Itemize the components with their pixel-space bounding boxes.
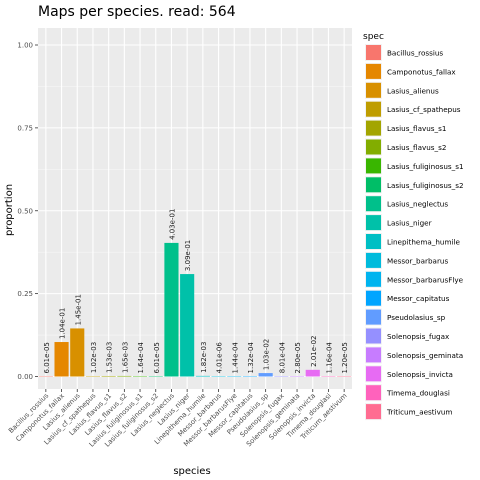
y-tick-label: 0.00: [17, 373, 33, 381]
legend-label: Lasius_neglectus: [387, 200, 448, 209]
data-label: 1.04e-01: [59, 308, 67, 339]
legend-swatch: [366, 290, 381, 306]
data-label: 4.01e-06: [216, 342, 224, 374]
legend-label: Lasius_fuliginosus_s1: [387, 162, 464, 171]
legend-label: Lasius_flavus_s1: [387, 124, 446, 133]
legend-swatch: [366, 252, 381, 268]
legend-swatch: [366, 234, 381, 249]
plot-panel: [38, 28, 352, 389]
legend-swatch: [366, 45, 381, 60]
bars: [38, 242, 352, 377]
legend-swatch: [366, 404, 381, 420]
legend-label: Messor_barbarusFlye: [387, 275, 464, 284]
legend-label: Timema_douglasi: [386, 389, 450, 398]
legend-swatch: [366, 158, 381, 174]
data-label: 4.03e-01: [168, 209, 176, 240]
data-label: 1.16e-04: [325, 342, 333, 374]
y-axis-label: proportion: [4, 184, 15, 236]
data-label: 1.45e-01: [74, 294, 82, 325]
data-label: 1.44e-04: [231, 342, 239, 374]
legend-swatch: [366, 385, 381, 401]
data-label: 3.09e-01: [184, 240, 192, 271]
legend-swatch: [366, 366, 381, 382]
legend-swatch: [366, 63, 381, 79]
legend-label: Solenopsis_invicta: [387, 370, 453, 379]
data-label: 1.32e-04: [247, 342, 255, 374]
data-label: 1.03e-02: [263, 339, 271, 370]
legend-label: Linepithema_humile: [387, 238, 460, 247]
legend-title: spec: [363, 32, 384, 42]
legend-label: Camponotus_fallax: [387, 67, 456, 76]
y-tick-label: 0.25: [17, 290, 33, 298]
y-tick-label: 0.75: [17, 124, 33, 132]
bar-Pseudolasius_sp: [258, 373, 273, 377]
data-label: 2.80e-05: [294, 342, 302, 373]
x-axis-label: species: [173, 466, 210, 477]
legend-swatch: [366, 177, 381, 193]
y-tick-label: 0.50: [17, 207, 33, 215]
legend-label: Lasius_alienus: [387, 86, 439, 95]
legend-swatch: [366, 215, 381, 231]
legend-label: Lasius_flavus_s2: [387, 143, 446, 152]
legend-swatch: [366, 271, 381, 287]
bar-Solenopsis_invicta: [305, 369, 320, 377]
data-label: 1.53e-03: [106, 342, 114, 373]
data-label: 2.01e-02: [310, 336, 318, 367]
legend-label: Solenopsis_geminata: [387, 351, 463, 360]
legend-label: Triticum_aestivum: [386, 408, 452, 417]
legend-label: Lasius_cf_spathepus: [387, 105, 461, 114]
bar-Lasius_niger: [180, 274, 195, 377]
legend-swatch: [366, 347, 381, 363]
legend-label: Bacillus_rossius: [387, 49, 443, 58]
data-label: 1.65e-03: [121, 342, 129, 373]
bar-Lasius_alienus: [70, 328, 85, 377]
bar-Camponotus_fallax: [54, 342, 69, 377]
bar-Lasius_neglectus: [164, 242, 179, 377]
legend-swatch: [366, 120, 381, 136]
legend-label: Lasius_niger: [387, 219, 432, 228]
data-label: 8.01e-04: [278, 341, 286, 373]
data-label: 6.01e-05: [43, 342, 51, 373]
legend-label: Messor_capitatus: [387, 294, 450, 303]
y-tick-label: 1.00: [17, 42, 33, 50]
legend-label: Solenopsis_fugax: [387, 332, 450, 341]
data-label: 1.02e-03: [90, 342, 98, 373]
bar-Lasius_flavus_s1: [101, 375, 116, 377]
data-label: 1.20e-05: [341, 342, 349, 373]
legend-label: Messor_barbarus: [387, 256, 448, 265]
data-label: 1.82e-03: [200, 342, 208, 373]
x-axis: Bacillus_rossiusCamponotus_fallaxLasius_…: [7, 389, 349, 449]
data-label: 1.64e-04: [137, 342, 145, 374]
legend: spec Bacillus_rossius Camponotus_fallax La…: [363, 32, 464, 421]
legend-swatch: [366, 328, 381, 344]
legend-swatch: [366, 309, 381, 325]
y-axis: 0.00 0.25 0.50 0.75 1.00: [17, 42, 38, 381]
bar-Linepithema_humile: [195, 375, 210, 377]
legend-swatch: [366, 82, 381, 98]
legend-swatch: [366, 196, 381, 212]
bar-Lasius_flavus_s2: [117, 375, 132, 377]
legend-label: Lasius_fuliginosus_s2: [387, 181, 464, 190]
chart-title: Maps per species. read: 564: [38, 4, 236, 20]
legend-swatch: [366, 101, 381, 117]
data-label: 6.01e-05: [153, 342, 161, 373]
legend-label: Pseudolasius_sp: [387, 313, 446, 322]
grid-lines: [38, 28, 352, 389]
data-labels: 6.01e-05 1.04e-01 1.45e-01 1.02e-03 1.53e-03…: [43, 209, 349, 374]
legend-swatch: [366, 139, 381, 155]
